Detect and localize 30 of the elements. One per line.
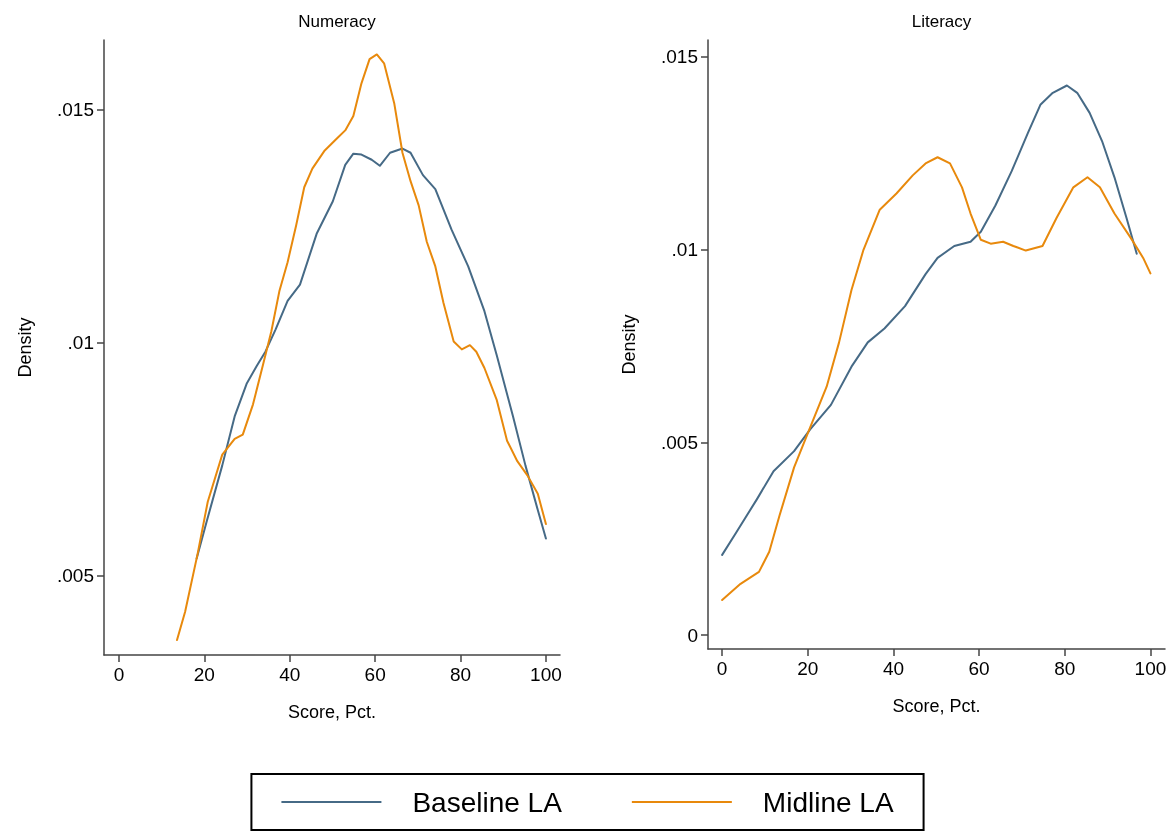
x-tick-label: 40 <box>882 658 905 679</box>
x-tick-label: 100 <box>1134 658 1167 679</box>
legend-label: Baseline LA <box>412 786 563 818</box>
y-tick-label: .005 <box>661 431 698 453</box>
legend-label: Midline LA <box>762 786 894 818</box>
line-series <box>721 156 1152 602</box>
line-series <box>176 53 547 642</box>
y-tick-label: .015 <box>57 99 94 121</box>
x-tick-label: 20 <box>797 658 819 679</box>
y-axis-title: Density <box>619 314 639 375</box>
x-tick-label: 80 <box>449 664 472 685</box>
x-tick-label: 20 <box>193 664 215 685</box>
y-tick-label: .01 <box>67 332 94 354</box>
line-series <box>721 84 1138 556</box>
x-tick-label: 0 <box>113 664 125 685</box>
y-tick-label: .005 <box>57 565 94 587</box>
y-tick-label: .015 <box>661 46 698 68</box>
x-tick-label: 100 <box>530 664 562 685</box>
x-tick-label: 40 <box>279 664 301 685</box>
x-tick-label: 0 <box>716 658 728 679</box>
y-axis-title: Density <box>15 317 35 378</box>
chart-title: Literacy <box>911 12 972 31</box>
y-tick-label: .01 <box>671 238 698 260</box>
x-tick-label: 60 <box>968 658 990 679</box>
y-tick-label: 0 <box>687 624 698 646</box>
x-tick-label: 60 <box>364 664 386 685</box>
chart-title: Numeracy <box>298 12 377 31</box>
x-axis-title: Score, Pct. <box>287 702 377 722</box>
x-axis-title: Score, Pct. <box>892 696 981 716</box>
x-tick-label: 80 <box>1054 658 1076 679</box>
